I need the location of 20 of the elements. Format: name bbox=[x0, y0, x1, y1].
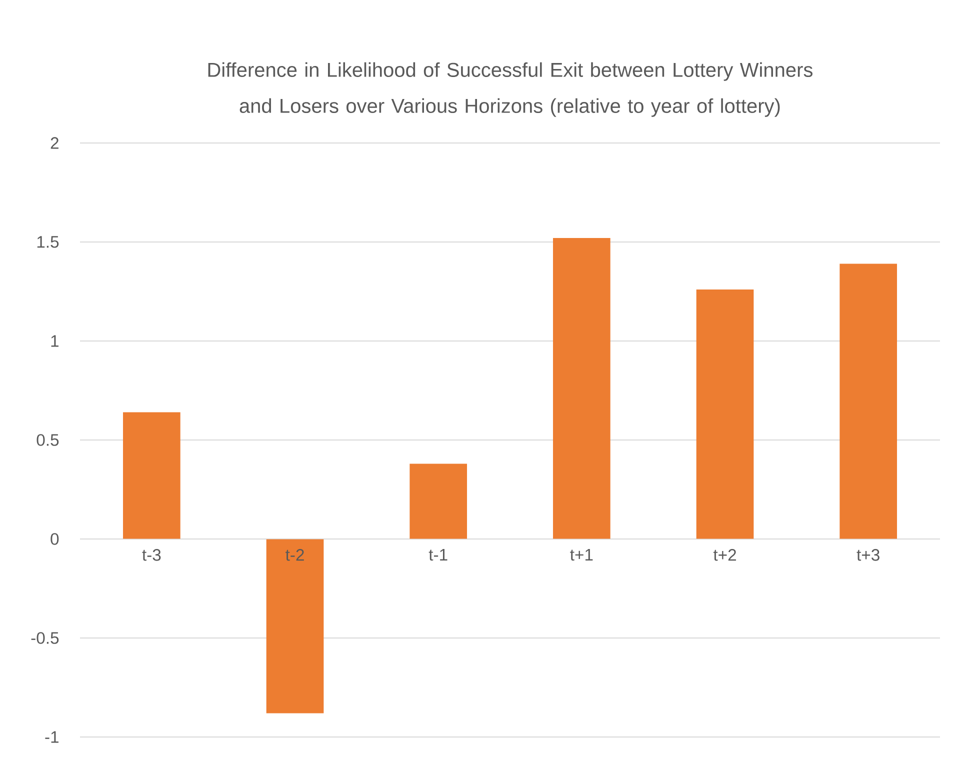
bar bbox=[840, 264, 897, 539]
bar bbox=[410, 464, 468, 539]
x-tick-label: t-3 bbox=[142, 549, 161, 561]
x-tick-label: t-2 bbox=[286, 549, 304, 561]
y-tick-label: -1 bbox=[45, 731, 58, 743]
y-tick-label: 1.5 bbox=[37, 236, 59, 248]
bar bbox=[553, 238, 610, 539]
y-tick-label: 1 bbox=[51, 335, 58, 347]
bar bbox=[696, 290, 754, 539]
y-tick-label: 0.5 bbox=[36, 434, 59, 446]
y-tick-label: 0 bbox=[50, 533, 59, 545]
chart-title: Difference in Likelihood of Successful Exit between Lottery Winners and Losers over Various Horizons (relative to year of lottery) bbox=[208, 62, 812, 117]
y-tick-label: 2 bbox=[50, 137, 58, 149]
y-tick-label: -0.5 bbox=[31, 632, 59, 644]
x-tick-label: t-1 bbox=[428, 549, 448, 561]
bar bbox=[123, 412, 180, 539]
x-tick-label: t+3 bbox=[856, 549, 880, 561]
x-tick-label: t+2 bbox=[713, 549, 736, 561]
x-tick-label: t+1 bbox=[570, 549, 593, 561]
bar bbox=[266, 538, 324, 714]
